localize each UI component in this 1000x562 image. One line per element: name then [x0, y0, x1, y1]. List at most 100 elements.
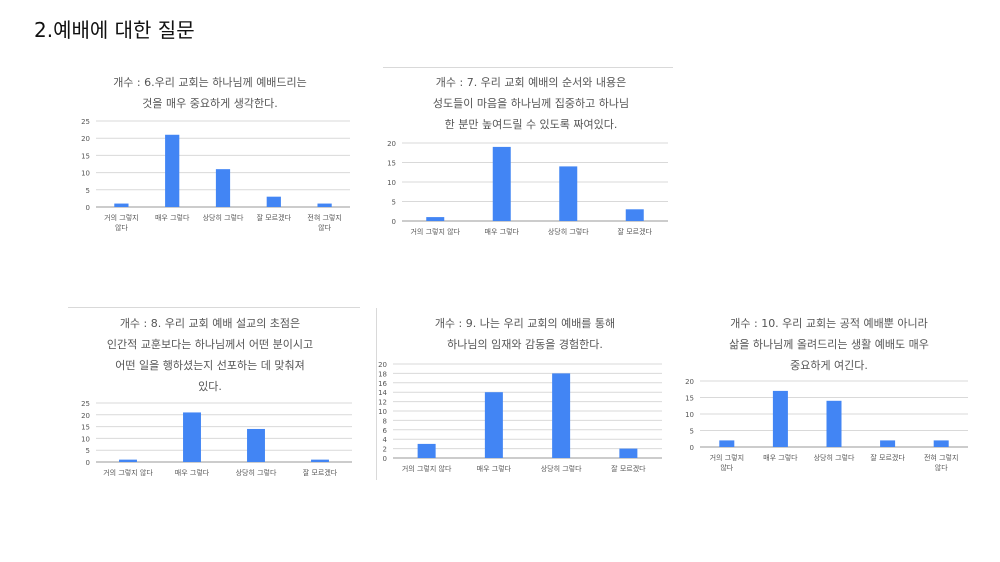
bar: [719, 440, 735, 447]
y-tick-label: 25: [81, 118, 90, 126]
chart-title-line: 것을 매우 중요하게 생각한다.: [142, 97, 278, 110]
x-tick-label: 거의 그렇지 않다: [103, 468, 153, 477]
bar: [826, 400, 842, 447]
bar: [559, 166, 578, 221]
x-tick-label: 매우 그렇다: [477, 464, 512, 473]
chart-title-line: 있다.: [198, 380, 222, 393]
bar: [625, 209, 644, 221]
x-tick-label: 않다: [318, 223, 331, 232]
y-tick-label: 6: [383, 427, 388, 435]
y-tick-label: 10: [387, 179, 396, 187]
x-tick-label: 잘 모르겠다: [870, 453, 905, 462]
x-tick-label: 매우 그렇다: [155, 213, 190, 222]
y-tick-label: 0: [383, 455, 387, 463]
x-tick-label: 않다: [720, 463, 733, 472]
divider-line: [383, 67, 673, 68]
chart-title-line: 성도들이 마음을 하나님께 집중하고 하나님: [432, 97, 630, 110]
x-tick-label: 상당히 그렇다: [203, 213, 244, 222]
y-tick-label: 15: [387, 160, 396, 168]
x-tick-label: 잘 모르겠다: [618, 227, 653, 236]
y-tick-label: 14: [378, 389, 387, 397]
x-tick-label: 매우 그렇다: [485, 227, 520, 236]
y-tick-label: 0: [690, 444, 694, 452]
y-tick-label: 4: [383, 436, 388, 444]
chart-plot: 0 5 10 15 20 25 거의 그렇지 않다 매우 그렇다 상당히 그렇다 잘 모르겠다: [81, 400, 352, 477]
bar: [119, 459, 137, 462]
bar: [492, 146, 511, 221]
x-tick-label: 상당히 그렇다: [541, 464, 582, 473]
chart-title-line: 삶을 하나님께 올려드리는 생활 예배도 매우: [729, 338, 929, 351]
chart-title-line: 개수 : 8. 우리 교회 예배 설교의 초점은: [119, 317, 301, 330]
y-tick-label: 20: [387, 140, 396, 148]
y-tick-label: 20: [378, 361, 387, 369]
y-tick-label: 15: [81, 152, 90, 160]
y-tick-label: 0: [86, 459, 90, 467]
bar: [772, 390, 788, 447]
y-tick-label: 20: [685, 378, 694, 386]
x-tick-label: 않다: [935, 463, 948, 472]
y-tick-label: 8: [383, 417, 387, 425]
y-tick-label: 2: [383, 446, 387, 454]
bar: [484, 392, 503, 458]
y-tick-label: 10: [81, 435, 90, 443]
y-tick-label: 25: [81, 400, 90, 408]
y-tick-label: 20: [81, 412, 90, 420]
y-tick-label: 5: [86, 447, 90, 455]
x-tick-label: 매우 그렇다: [763, 453, 798, 462]
page-title: 2.예배에 대한 질문: [34, 18, 195, 42]
chart-title-line: 개수 : 6.우리 교회는 하나님께 예배드리는: [113, 76, 307, 89]
bar: [552, 373, 571, 458]
x-tick-label: 상당히 그렇다: [236, 468, 277, 477]
chart-title-line: 개수 : 10. 우리 교회는 공적 예배뿐 아니라: [730, 317, 928, 330]
y-tick-label: 12: [378, 399, 387, 407]
y-tick-label: 0: [86, 204, 90, 212]
x-tick-label: 잘 모르겠다: [303, 468, 338, 477]
bar: [266, 196, 281, 207]
chart-title-line: 개수 : 9. 나는 우리 교회의 예배를 통해: [434, 317, 616, 330]
bar: [215, 169, 231, 207]
bar: [317, 203, 332, 207]
x-tick-label: 잘 모르겠다: [257, 213, 292, 222]
x-tick-label: 거의 그렇지: [710, 453, 744, 462]
x-tick-label: 거의 그렇지: [104, 213, 138, 222]
divider-line: [68, 307, 360, 308]
bar: [933, 440, 949, 447]
bar: [880, 440, 896, 447]
x-tick-label: 잘 모르겠다: [611, 464, 646, 473]
chart-plot: 0 5 10 15 20 거의 그렇지 않다 매우 그렇다 상당히 그렇다 잘 모르겠다: [387, 140, 668, 236]
y-tick-label: 15: [81, 424, 90, 432]
chart-title-line: 한 분만 높여드릴 수 있도록 짜여있다.: [444, 118, 618, 131]
y-tick-label: 5: [392, 199, 396, 207]
x-tick-label: 전혀 그렇지: [924, 453, 958, 462]
x-tick-label: 거의 그렇지 않다: [410, 227, 460, 236]
y-tick-label: 10: [378, 408, 387, 416]
bar: [114, 203, 129, 207]
x-tick-label: 매우 그렇다: [175, 468, 210, 477]
chart-title-line: 인간적 교훈보다는 하나님께서 어떤 분이시고: [106, 338, 314, 351]
y-tick-label: 0: [392, 218, 396, 226]
x-tick-label: 거의 그렇지 않다: [402, 464, 452, 473]
y-tick-label: 10: [685, 411, 694, 419]
bar: [417, 443, 436, 458]
chart-title-line: 어떤 일을 행하셨는지 선포하는 데 맞춰져: [115, 359, 305, 372]
y-tick-label: 5: [86, 187, 90, 195]
x-tick-label: 않다: [115, 223, 128, 232]
bar: [247, 428, 265, 462]
chart-title-line: 하나님의 임재와 감동을 경험한다.: [447, 338, 603, 351]
y-tick-label: 16: [378, 380, 387, 388]
bar: [183, 412, 201, 462]
chart-title-line: 개수 : 7. 우리 교회 예배의 순서와 내용은: [435, 76, 627, 89]
bar: [426, 217, 445, 221]
